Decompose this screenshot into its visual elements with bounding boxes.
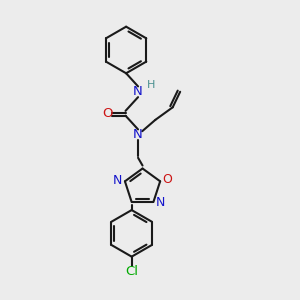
Text: N: N <box>156 196 166 209</box>
Text: O: O <box>162 173 172 186</box>
Text: N: N <box>113 174 122 187</box>
Text: Cl: Cl <box>125 265 138 278</box>
Text: N: N <box>133 128 143 141</box>
Text: H: H <box>147 80 156 90</box>
Text: O: O <box>102 107 112 120</box>
Text: N: N <box>133 85 143 98</box>
